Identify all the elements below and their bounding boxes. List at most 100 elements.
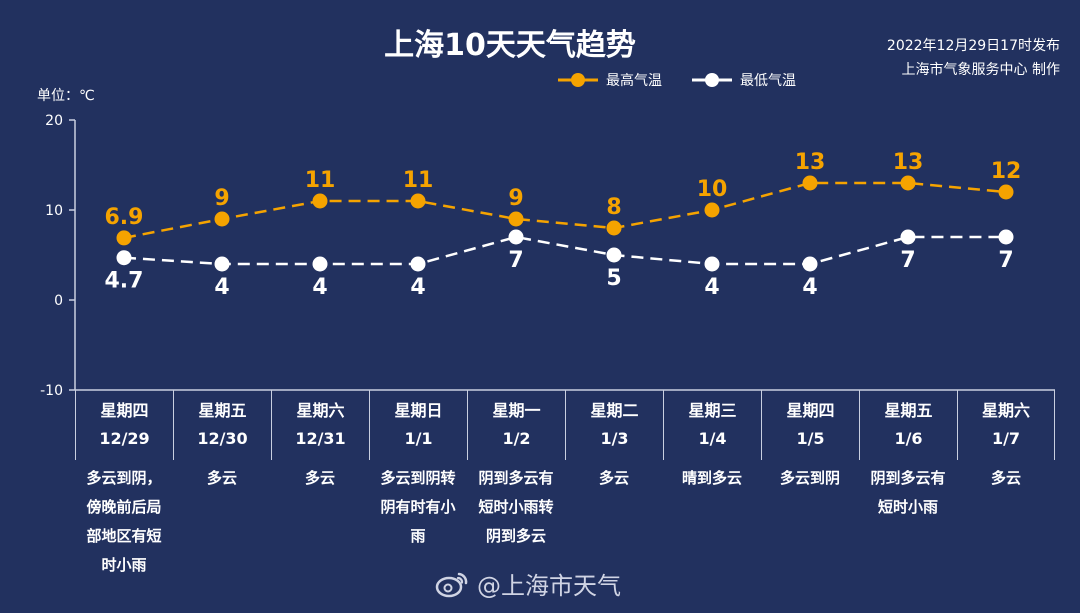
unit-label: 单位：℃ — [37, 88, 95, 104]
weekday-label: 星期五 — [884, 401, 933, 420]
weather-description: 多云到阴，傍晚前后局部地区有短时小雨 — [86, 469, 162, 574]
legend-low-marker-icon — [692, 73, 732, 87]
high-temp-point — [998, 184, 1014, 200]
high-temp-label: 13 — [893, 150, 924, 175]
weekday-label: 星期四 — [786, 401, 835, 420]
day-column: 星期一 1/2 阴到多云有短时小雨转阴到多云 — [467, 390, 565, 580]
date-label: 1/3 — [600, 429, 629, 448]
day-column: 星期五 12/30 多云 — [173, 390, 271, 580]
high-temp-point — [214, 211, 230, 227]
y-tick-label: -10 — [40, 383, 63, 399]
chart-title: 上海10天天气趋势 — [384, 28, 636, 63]
low-temp-label: 4 — [410, 275, 425, 300]
watermark-text: @上海市天气 — [477, 572, 621, 600]
day-header: 星期一 1/2 — [467, 390, 565, 460]
day-header: 星期六 12/31 — [271, 390, 369, 460]
date-label: 1/6 — [894, 429, 923, 448]
day-header: 星期日 1/1 — [369, 390, 467, 460]
day-header: 星期五 1/6 — [859, 390, 957, 460]
high-temp-label: 11 — [305, 168, 336, 193]
high-temp-label: 9 — [214, 186, 229, 211]
weather-description: 多云 — [304, 469, 335, 487]
high-temp-point — [410, 193, 426, 209]
date-label: 12/31 — [295, 429, 346, 448]
low-temp-point — [410, 256, 426, 272]
day-column: 星期三 1/4 晴到多云 — [663, 390, 761, 580]
low-temp-point — [312, 256, 328, 272]
low-temp-point — [998, 229, 1014, 245]
weekday-label: 星期一 — [492, 401, 541, 420]
weather-description: 阴到多云有短时小雨 — [870, 469, 946, 516]
low-temp-point — [214, 256, 230, 272]
day-column: 星期四 12/29 多云到阴，傍晚前后局部地区有短时小雨 — [75, 390, 173, 580]
date-label: 1/7 — [991, 429, 1021, 448]
weibo-logo-icon — [435, 572, 468, 597]
day-column: 星期六 12/31 多云 — [271, 390, 369, 580]
high-temp-label: 13 — [795, 150, 826, 175]
day-column: 星期四 1/5 多云到阴 — [761, 390, 859, 580]
weather-description: 多云 — [206, 469, 237, 487]
high-temp-point — [508, 211, 524, 227]
day-column: 星期五 1/6 阴到多云有短时小雨 — [859, 390, 957, 580]
date-label: 12/29 — [99, 429, 150, 448]
publish-time: 2022年12月29日17时发布 — [886, 38, 1060, 54]
high-temp-point — [900, 175, 916, 191]
low-temp-line — [123, 235, 1006, 266]
day-column: 星期日 1/1 多云到阴转阴有时有小雨 — [369, 390, 467, 580]
legend-item-high: 最高气温 — [558, 70, 662, 90]
high-temp-point — [116, 230, 132, 246]
legend: 最高气温 最低气温 — [558, 70, 826, 90]
day-header: 星期二 1/3 — [565, 390, 663, 460]
high-temp-label: 10 — [697, 177, 728, 202]
legend-label-high: 最高气温 — [606, 73, 662, 89]
weather-description: 晴到多云 — [681, 469, 742, 487]
high-temp-label: 9 — [508, 186, 523, 211]
low-temp-label: 4 — [802, 275, 817, 300]
low-temp-label: 5 — [606, 266, 621, 291]
high-temp-line — [123, 181, 1007, 240]
weekday-label: 星期六 — [296, 401, 345, 420]
low-temp-point — [116, 250, 132, 266]
weekday-label: 星期四 — [100, 401, 149, 420]
temperature-chart: 20 10 0 -10 6.9 9 11 11 9 8 10 13 13 12 4.7 4 4 4 7 5 4 4 7 7 — [40, 113, 1055, 399]
date-label: 1/4 — [698, 429, 727, 448]
low-temp-label: 4 — [704, 275, 719, 300]
day-header: 星期六 1/7 — [957, 390, 1055, 460]
weather-description: 阴到多云有短时小雨转阴到多云 — [478, 469, 554, 545]
y-tick-label: 10 — [45, 203, 63, 219]
high-temp-point — [802, 175, 818, 191]
weekday-label: 星期五 — [198, 401, 247, 420]
low-temp-label: 7 — [508, 248, 523, 273]
high-temp-point — [704, 202, 720, 218]
day-column: 星期二 1/3 多云 — [565, 390, 663, 580]
weather-description: 多云 — [598, 469, 629, 487]
high-temp-point — [312, 193, 328, 209]
low-temp-label: 4 — [312, 275, 327, 300]
date-label: 1/1 — [404, 429, 433, 448]
y-tick-label: 0 — [54, 293, 63, 309]
low-temp-point — [508, 229, 524, 245]
weather-description: 多云 — [990, 469, 1021, 487]
day-table: 星期四 12/29 多云到阴，傍晚前后局部地区有短时小雨 星期五 12/30 多云 星期六 1… — [75, 390, 1055, 580]
weekday-label: 星期三 — [688, 401, 737, 420]
low-temp-point — [802, 256, 818, 272]
publisher: 上海市气象服务中心 制作 — [901, 62, 1060, 78]
day-header: 星期五 12/30 — [173, 390, 271, 460]
legend-high-marker-icon — [558, 73, 598, 87]
legend-item-low: 最低气温 — [692, 70, 796, 90]
high-temp-label: 8 — [606, 195, 621, 220]
weather-description: 多云到阴 — [779, 469, 840, 487]
low-temp-point — [704, 256, 720, 272]
day-column: 星期六 1/7 多云 — [957, 390, 1055, 580]
legend-label-low: 最低气温 — [740, 73, 796, 89]
low-temp-label: 4 — [214, 275, 229, 300]
low-temp-point — [606, 247, 622, 263]
date-label: 12/30 — [197, 429, 248, 448]
day-header: 星期三 1/4 — [663, 390, 761, 460]
publish-info: 2022年12月29日17时发布 上海市气象服务中心 制作 — [887, 34, 1060, 82]
day-header: 星期四 1/5 — [761, 390, 859, 460]
day-header: 星期四 12/29 — [75, 390, 173, 460]
high-temp-label: 12 — [991, 159, 1022, 184]
weekday-label: 星期二 — [590, 401, 639, 420]
low-temp-label: 7 — [998, 248, 1013, 273]
